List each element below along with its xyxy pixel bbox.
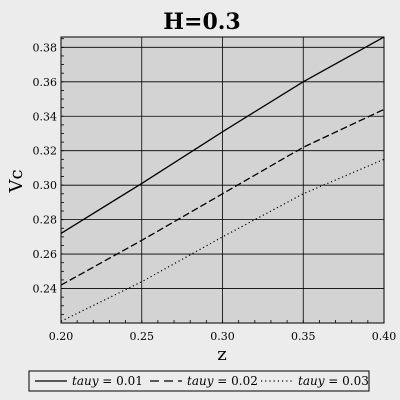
y-tick-label: 0.32 — [33, 145, 58, 158]
legend-value: = 0.01 — [98, 374, 142, 388]
y-tick-label: 0.34 — [33, 110, 58, 123]
legend-variable: tauy — [187, 374, 214, 388]
x-tick-label: 0.30 — [210, 330, 235, 343]
chart-title: H=0.3 — [163, 9, 241, 35]
y-tick-label: 0.26 — [33, 248, 58, 261]
series-line-2 — [60, 108, 385, 286]
y-tick-label: 0.30 — [33, 179, 58, 192]
x-tick-label: 0.25 — [130, 330, 155, 343]
legend: tauy = 0.01 tauy = 0.02 tauy = 0.03 — [28, 370, 370, 392]
series-line-1 — [60, 36, 385, 234]
x-tick-label: 0.40 — [372, 330, 397, 343]
legend-label-3: tauy = 0.03 — [298, 374, 369, 388]
y-tick-label: 0.24 — [33, 283, 58, 296]
x-tick-label: 0.20 — [49, 330, 74, 343]
legend-variable: tauy — [298, 374, 325, 388]
legend-value: = 0.03 — [324, 374, 368, 388]
legend-box — [28, 370, 370, 392]
legend-label-2: tauy = 0.02 — [187, 374, 258, 388]
legend-variable: tauy — [72, 374, 99, 388]
x-axis-label: z — [217, 344, 226, 365]
legend-label-1: tauy = 0.01 — [72, 374, 143, 388]
x-tick-label: 0.35 — [291, 330, 316, 343]
legend-value: = 0.02 — [213, 374, 257, 388]
y-tick-label: 0.36 — [33, 76, 58, 89]
y-tick-label: 0.28 — [33, 214, 58, 227]
y-tick-label: 0.38 — [33, 41, 58, 54]
y-axis-label: Vc — [6, 169, 27, 193]
axis-ticks: 0.20 0.25 0.30 0.35 0.40 0.24 0.26 0.28 0.30 0.32… — [33, 38, 397, 343]
series-lines — [60, 36, 385, 322]
